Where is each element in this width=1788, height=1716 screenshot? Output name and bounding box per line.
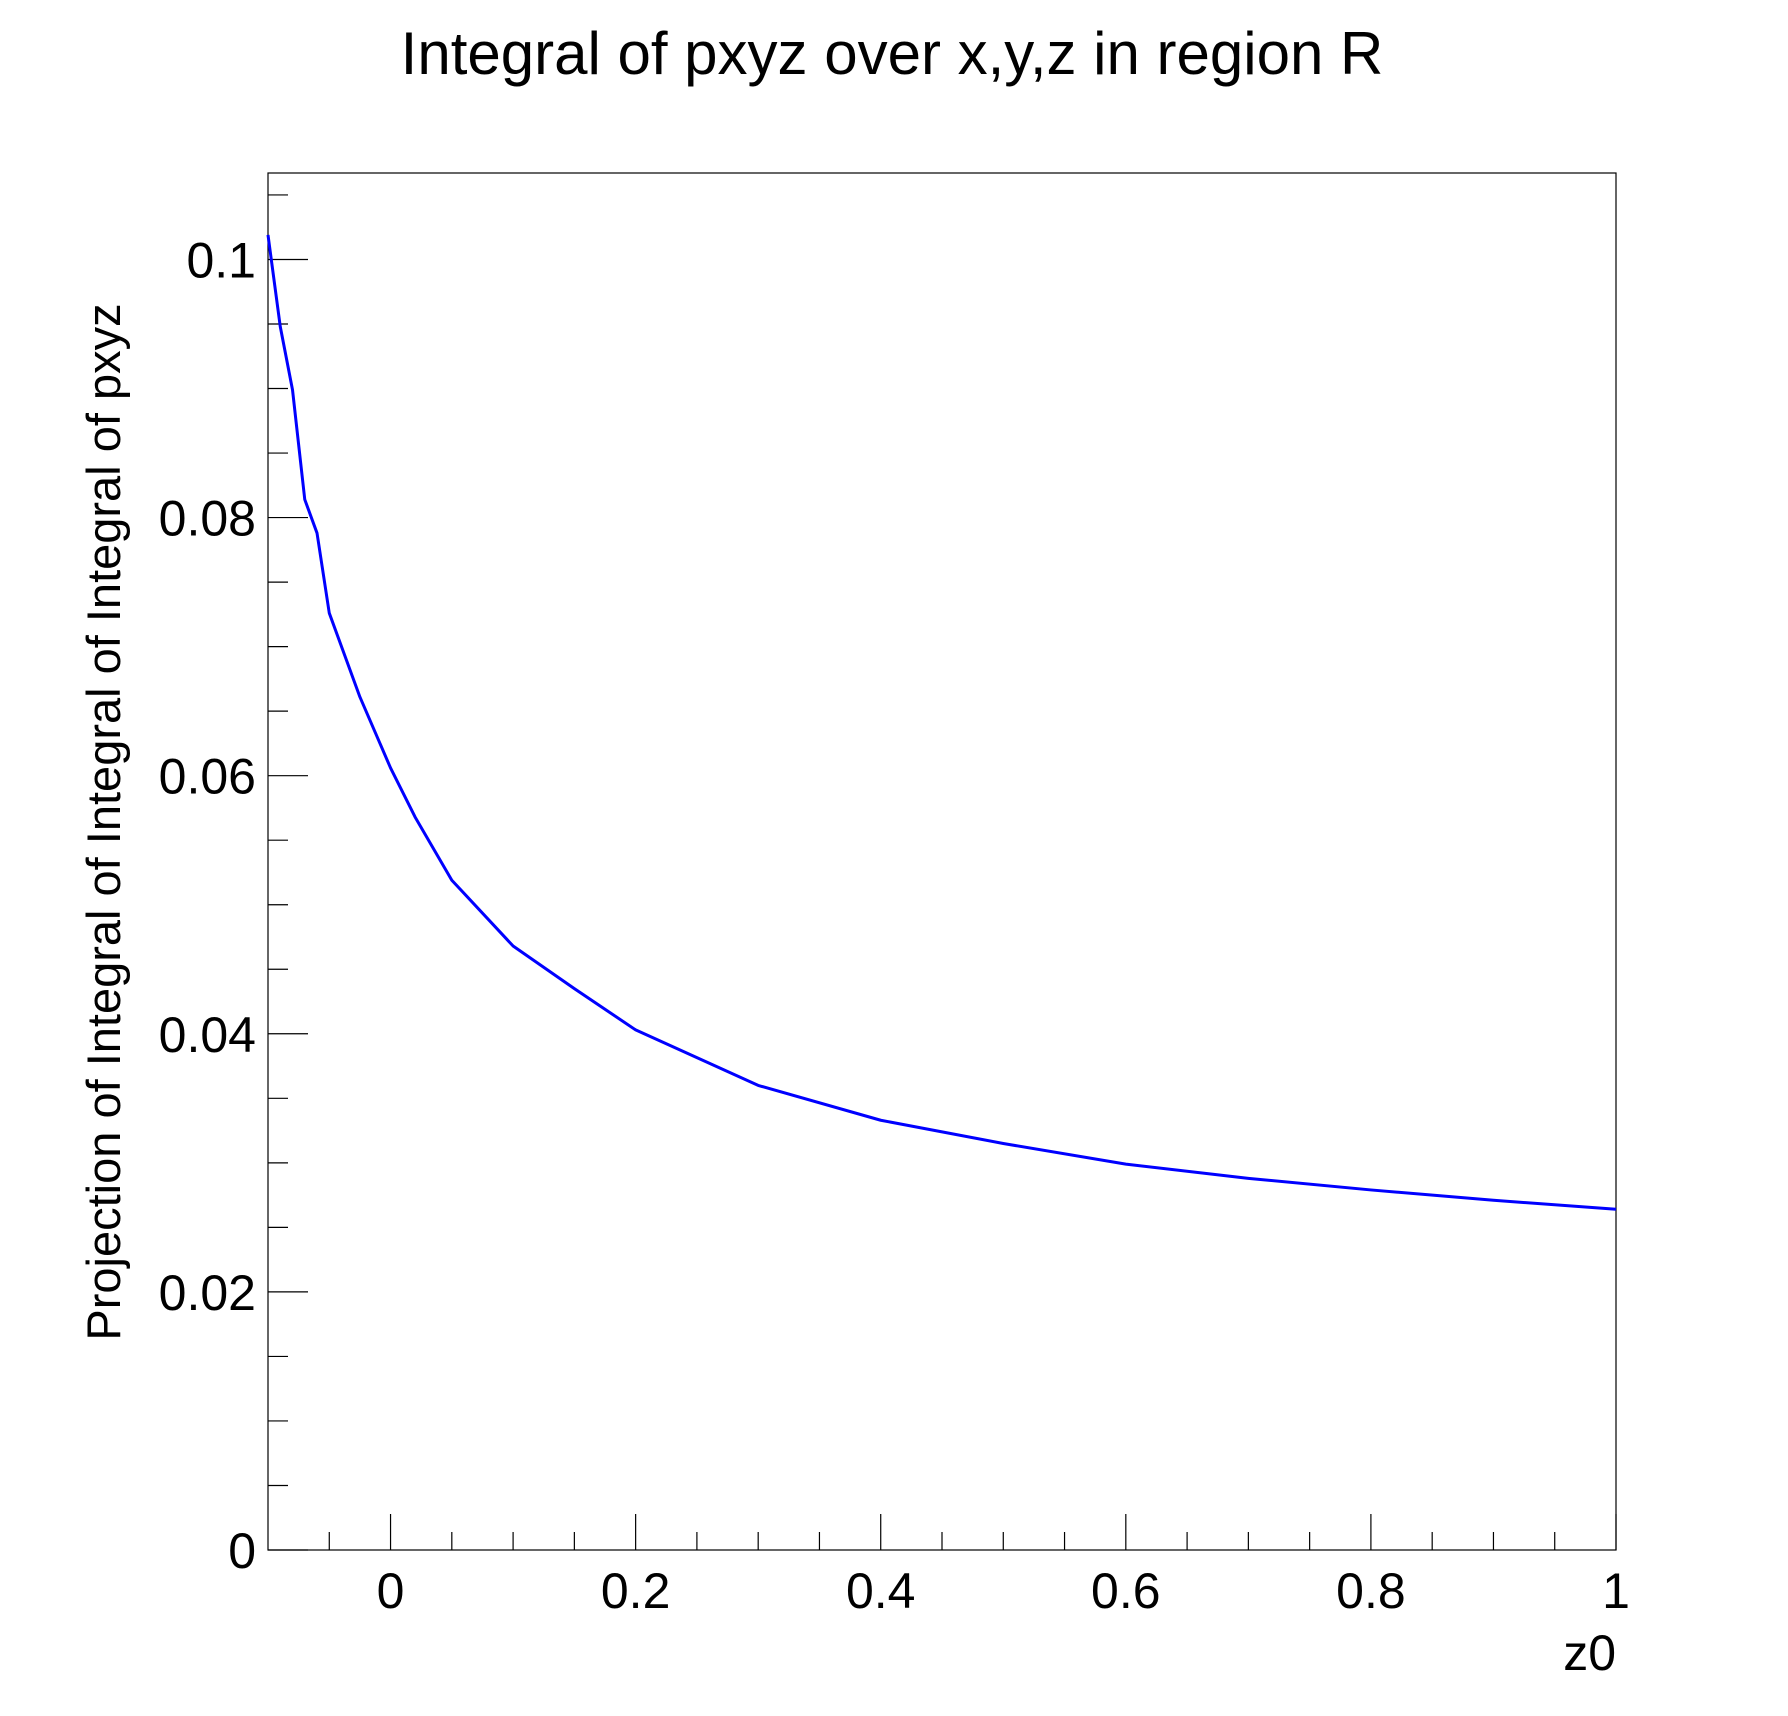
chart-title: Integral of pxyz over x,y,z in region R: [401, 20, 1384, 87]
y-tick-label: 0.1: [186, 232, 256, 288]
x-tick-label: 1: [1602, 1563, 1630, 1619]
x-tick-label: 0: [377, 1563, 405, 1619]
y-axis-label: Projection of Integral of Integral of In…: [77, 303, 130, 1340]
x-tick-label: 0.8: [1336, 1563, 1406, 1619]
x-tick-label: 0.4: [846, 1563, 916, 1619]
x-axis-label: z0: [1563, 1625, 1616, 1681]
y-tick-label: 0.06: [159, 749, 256, 805]
y-tick-label: 0: [228, 1523, 256, 1579]
data-line: [266, 234, 1617, 1211]
y-tick-label: 0.02: [159, 1265, 256, 1321]
y-tick-label: 0.04: [159, 1007, 256, 1063]
y-tick-label: 0.08: [159, 491, 256, 547]
x-tick-label: 0.6: [1091, 1563, 1161, 1619]
x-tick-label: 0.2: [601, 1563, 671, 1619]
